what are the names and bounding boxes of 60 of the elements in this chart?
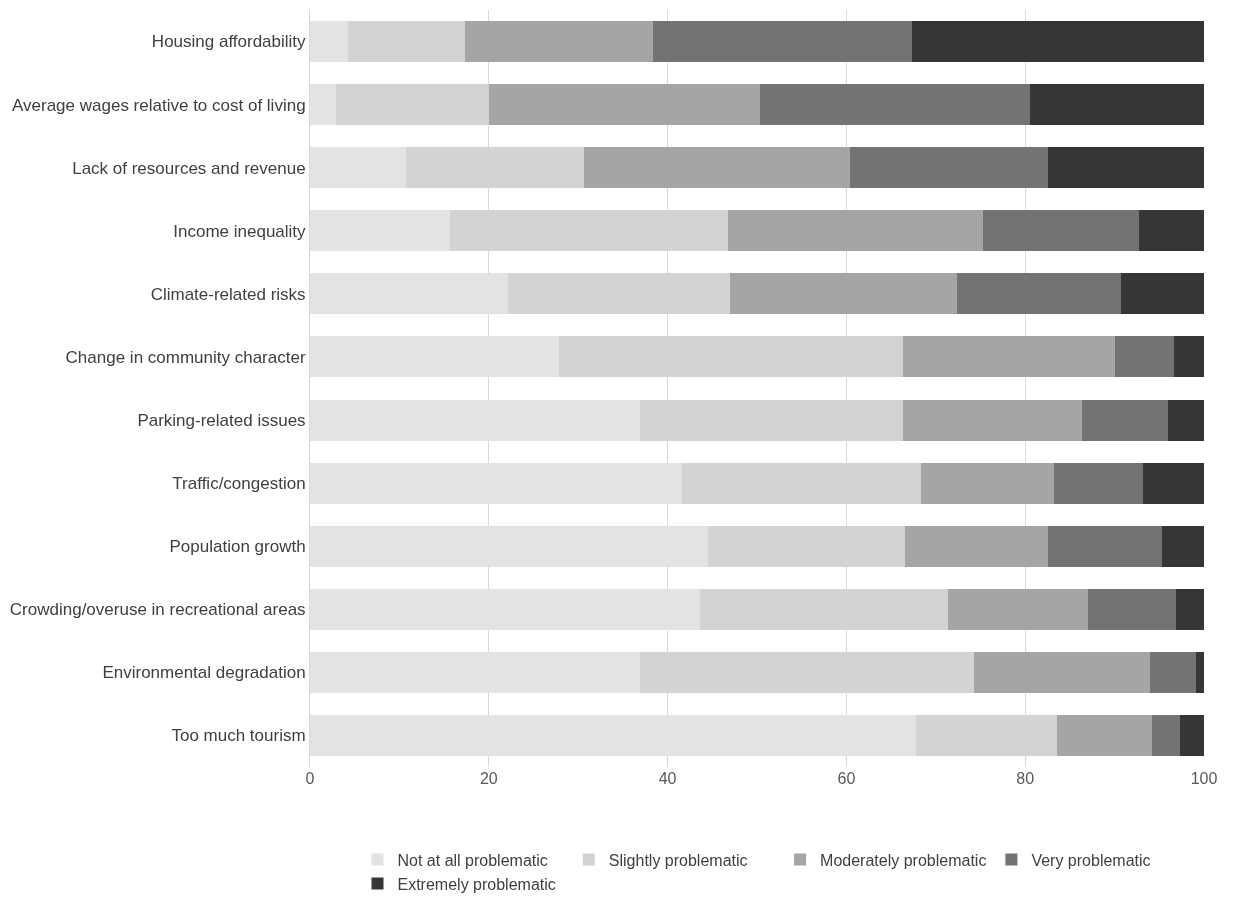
bar [948,588,1088,630]
y-tick-label: Average wages relative to cost of living [12,95,306,115]
y-tick-label: Climate-related risks [150,284,306,304]
bar [905,525,1048,567]
y-tick-label: Parking-related issues [137,410,306,430]
bar [902,336,1116,378]
bar [1047,147,1204,189]
bar [1053,462,1144,504]
x-tick-label: 20 [479,770,498,787]
y-tick-label: Population growth [169,537,306,557]
legend-label: Extremely problematic [397,875,556,893]
y-tick-label: Too much tourism [171,726,306,746]
x-tick-label: 80 [1016,770,1035,787]
bar [348,21,465,63]
bar [488,84,760,126]
bar [1173,336,1204,378]
bar [1179,714,1204,756]
x-tick-label: 100 [1190,770,1218,787]
bar [759,84,1030,126]
bar [1047,525,1162,567]
bar [1195,651,1204,693]
bar [911,21,1204,63]
bar [1152,714,1180,756]
bar [1150,651,1196,693]
legend-label: Slightly problematic [608,851,748,869]
legend-label: Very problematic [1031,851,1151,869]
bar [1081,399,1169,441]
bar [1176,588,1204,630]
bar [727,210,984,252]
bar [902,399,1082,441]
bar [1143,462,1204,504]
bar [584,147,850,189]
legend-label: Moderately problematic [820,851,987,869]
bar [849,147,1048,189]
bar [957,273,1121,315]
y-tick-label: Environmental degradation [102,663,306,683]
bar [983,210,1139,252]
legend-label: Not at all problematic [397,851,548,869]
y-tick-label: Housing affordability [151,32,307,52]
bar [653,21,912,63]
y-tick-label: Change in community character [65,347,306,367]
bar [920,462,1054,504]
x-tick-label: 60 [837,770,856,787]
x-tick-label: 40 [658,770,677,787]
x-tick-label: 0 [305,770,315,787]
bar [1120,273,1204,315]
y-tick-label: Lack of resources and revenue [72,158,306,178]
y-tick-label: Traffic/congestion [172,474,306,494]
bar [464,21,654,63]
y-tick-label: Income inequality [173,221,307,241]
bar [730,273,958,315]
bar [1115,336,1174,378]
bar [974,651,1151,693]
bar [1138,210,1204,252]
bar [1168,399,1204,441]
bar [1161,525,1204,567]
bar [1029,84,1204,126]
y-tick-label: Crowding/overuse in recreational areas [9,600,306,620]
bar [1057,714,1153,756]
bar [1087,588,1177,630]
